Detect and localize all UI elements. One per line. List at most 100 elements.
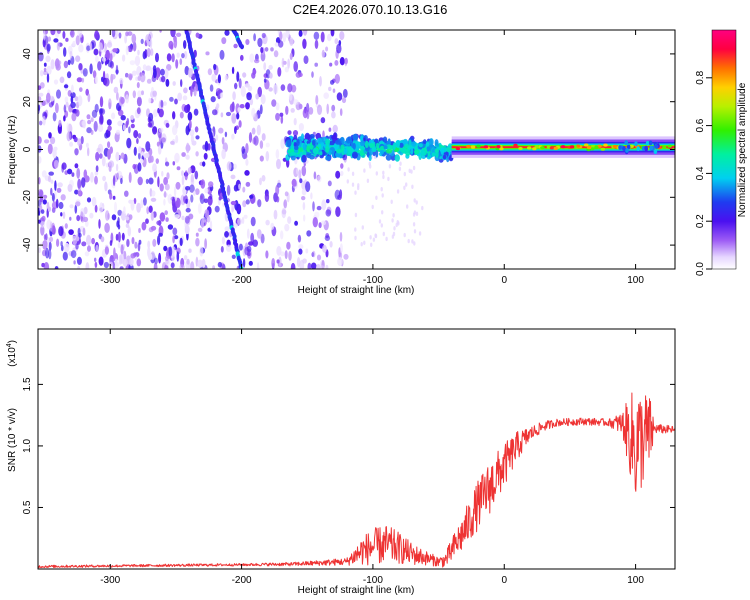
spectrogram-noise-blob xyxy=(70,250,77,259)
spectrogram-noise-blob xyxy=(95,55,99,63)
spectrogram-noise-blob xyxy=(46,92,51,104)
spectrogram-noise-blob xyxy=(360,242,363,247)
spectrogram-noise-blob xyxy=(184,104,190,114)
spectrogram-noise-blob xyxy=(284,250,288,260)
spectrogram-noise-blob xyxy=(65,101,69,108)
spectrogram-noise-blob xyxy=(121,54,126,62)
spectrogram-noise-blob xyxy=(73,136,78,143)
spectrogram-noise-blob xyxy=(104,132,109,139)
spectrogram-noise-blob xyxy=(212,109,218,116)
spectrogram-noise-blob xyxy=(71,172,75,177)
spectrogram-noise-blob xyxy=(109,261,113,267)
spectrogram-noise-blob xyxy=(421,205,424,211)
spectrogram-noise-blob xyxy=(159,30,162,33)
spectrogram-noise-blob xyxy=(98,205,104,212)
spectrogram-noise-blob xyxy=(104,246,109,255)
spectrogram-noise-blob xyxy=(38,219,41,224)
spectrogram-noise-blob xyxy=(50,136,56,145)
spectrogram-noise-blob xyxy=(354,190,357,195)
spectrogram-noise-blob xyxy=(130,123,135,129)
spectrogram-noise-blob xyxy=(82,216,89,223)
spectrogram-noise-blob xyxy=(242,258,246,268)
spectrogram-noise-blob xyxy=(164,210,168,216)
spectrogram-noise-blob xyxy=(371,204,374,210)
spectrogram-noise-blob xyxy=(175,200,179,207)
spectrogram-noise-blob xyxy=(140,199,144,209)
spectrogram-noise-blob xyxy=(97,61,102,71)
spectrogram-noise-blob xyxy=(393,226,396,231)
spectrogram-noise-blob xyxy=(320,117,326,124)
spectrogram-noise-blob xyxy=(171,53,175,63)
spectrogram-noise-blob xyxy=(134,241,138,249)
spectrogram-tone-blob xyxy=(347,136,352,141)
spectrogram-noise-blob xyxy=(339,108,343,116)
spectrogram-noise-blob xyxy=(71,84,74,94)
spectrogram-noise-blob xyxy=(145,65,150,72)
spectrogram-noise-blob xyxy=(301,165,307,177)
spectrogram-tone-blob xyxy=(442,154,447,160)
spectrogram-tone-blob xyxy=(302,149,307,157)
spectrogram-noise-blob xyxy=(298,30,303,37)
spectrogram-noise-blob xyxy=(109,53,113,62)
spectrogram-tone-blob xyxy=(636,146,640,152)
spectrogram-y-tick-label: 20 xyxy=(22,96,33,108)
spectrogram-noise-blob xyxy=(75,35,80,46)
spectrogram-tone-blob xyxy=(294,145,299,151)
spectrogram-noise-blob xyxy=(77,95,83,107)
spectrogram-y-label: Frequency (Hz) xyxy=(7,116,18,185)
spectrogram-noise-blob xyxy=(80,136,84,145)
spectrogram-noise-blob xyxy=(313,31,320,40)
spectrogram-noise-blob xyxy=(246,228,250,239)
spectrogram-noise-blob xyxy=(185,142,190,154)
snr-x-tick-label: -100 xyxy=(363,575,383,586)
spectrogram-noise-blob xyxy=(187,67,193,78)
spectrogram-noise-blob xyxy=(161,75,166,83)
spectrogram-noise-blob xyxy=(260,94,266,105)
spectrogram-noise-blob xyxy=(62,47,67,57)
spectrogram-noise-blob xyxy=(301,196,306,201)
spectrogram-noise-blob xyxy=(93,120,98,132)
spectrogram-noise-blob xyxy=(136,202,142,213)
spectrogram-noise-blob xyxy=(265,250,269,259)
spectrogram-noise-blob xyxy=(403,185,406,190)
spectrogram-noise-blob xyxy=(183,255,188,261)
spectrogram-noise-blob xyxy=(334,73,340,84)
spectrogram-noise-blob xyxy=(243,214,248,219)
spectrogram-tone-blob xyxy=(667,144,672,148)
spectrogram-noise-blob xyxy=(302,30,308,36)
spectrogram-tone-blob xyxy=(292,130,299,136)
spectrogram-noise-blob xyxy=(119,253,125,264)
spectrogram-noise-blob xyxy=(76,77,83,83)
spectrogram-noise-blob xyxy=(155,52,159,63)
spectrogram-tone-blob xyxy=(325,155,331,161)
spectrogram-noise-blob xyxy=(354,235,357,241)
spectrogram-noise-blob xyxy=(114,201,117,213)
spectrogram-noise-blob xyxy=(238,120,242,128)
spectrogram-noise-blob xyxy=(165,78,170,87)
spectrogram-noise-blob xyxy=(75,109,80,117)
spectrogram-noise-blob xyxy=(172,125,178,136)
spectrogram-noise-blob xyxy=(351,171,355,176)
spectrogram-tone-blob xyxy=(329,140,335,146)
spectrogram-noise-blob xyxy=(256,229,262,239)
spectrogram-noise-blob xyxy=(140,38,144,45)
spectrogram-noise-blob xyxy=(301,188,307,196)
spectrogram-y-ticks: -40 -20 0 20 40 xyxy=(22,48,675,252)
spectrogram-noise-blob xyxy=(68,229,74,236)
spectrogram-noise-blob xyxy=(42,70,48,76)
spectrogram-tone-blob xyxy=(375,150,379,158)
spectrogram-noise-blob xyxy=(94,257,97,262)
spectrogram-noise-blob xyxy=(316,254,322,261)
spectrogram-noise-blob xyxy=(58,226,64,237)
spectrogram-noise-blob xyxy=(199,246,204,257)
spectrogram-noise-blob xyxy=(301,180,306,190)
spectrogram-tone-blob xyxy=(296,138,300,147)
spectrogram-noise-blob xyxy=(256,262,260,269)
spectrogram-noise-blob xyxy=(217,74,221,84)
spectrogram-noise-blob xyxy=(381,210,384,215)
spectrogram-noise-blob xyxy=(236,112,240,120)
spectrogram-noise-blob xyxy=(98,153,103,159)
spectrogram-noise-blob xyxy=(220,112,224,118)
spectrogram-noise-blob xyxy=(225,111,232,117)
spectrogram-noise-blob xyxy=(136,96,142,107)
